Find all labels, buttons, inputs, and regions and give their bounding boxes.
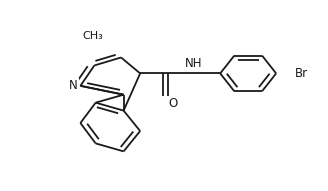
Text: NH: NH <box>185 57 202 70</box>
Text: N: N <box>69 79 77 92</box>
Text: CH₃: CH₃ <box>83 31 104 41</box>
Text: Br: Br <box>295 67 308 80</box>
Text: O: O <box>168 97 177 110</box>
